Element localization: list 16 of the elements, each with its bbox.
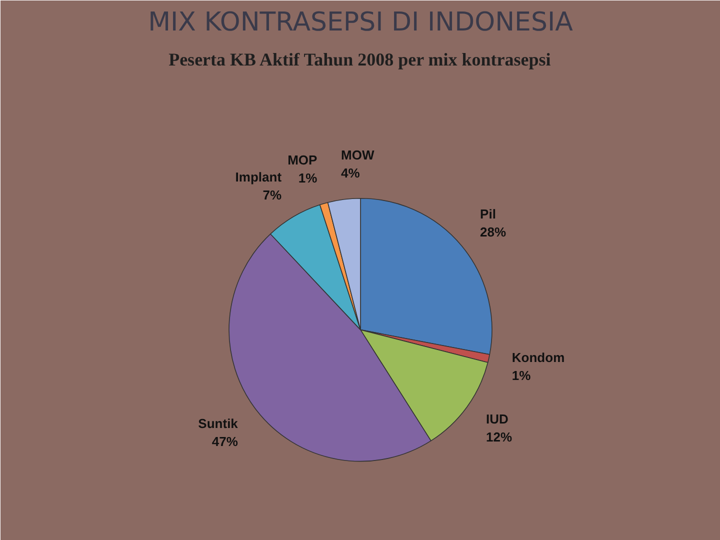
data-label: 1% xyxy=(512,368,532,383)
data-label: 47% xyxy=(212,434,238,449)
slice-label: Implant xyxy=(235,169,282,184)
slice-label: Suntik xyxy=(198,416,239,431)
slice-label: Kondom xyxy=(512,350,565,365)
slice-label: MOP xyxy=(288,152,318,168)
chart-title: MIX KONTRASEPSI DI INDONESIA xyxy=(148,8,574,38)
slice-label: MOW xyxy=(341,147,375,162)
data-label: 7% xyxy=(262,187,282,202)
data-label: 12% xyxy=(486,430,512,445)
data-label: 28% xyxy=(480,224,507,240)
slice-label: Pil xyxy=(480,206,496,222)
data-label: 4% xyxy=(341,165,360,180)
slice-label: IUD xyxy=(486,412,508,427)
chart-subtitle: Peserta KB Aktif Tahun 2008 per mix kontrasepsi xyxy=(168,50,551,70)
data-label: 1% xyxy=(298,170,318,186)
